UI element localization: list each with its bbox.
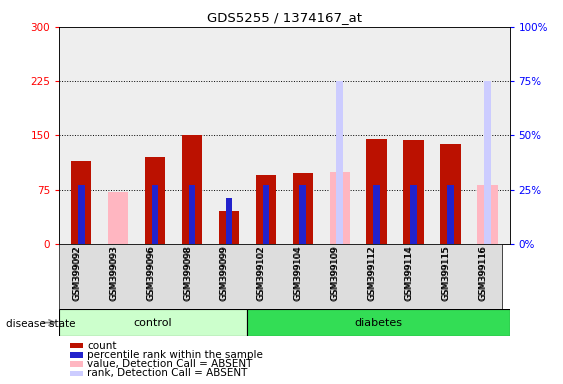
Bar	[182, 136, 202, 244]
Text: GSM399099: GSM399099	[220, 245, 229, 300]
Text: GSM399112: GSM399112	[368, 246, 377, 301]
Bar	[293, 173, 313, 244]
Bar	[262, 185, 269, 244]
Text: GSM399104: GSM399104	[294, 246, 303, 301]
Text: GSM399096: GSM399096	[146, 246, 155, 301]
Text: GSM399115: GSM399115	[441, 246, 450, 301]
Bar	[367, 139, 387, 244]
Text: GSM399115: GSM399115	[441, 245, 450, 300]
Text: control: control	[133, 318, 172, 328]
Text: count: count	[87, 341, 117, 351]
Bar	[59, 309, 247, 336]
Bar	[71, 161, 91, 244]
Text: GSM399092: GSM399092	[72, 246, 81, 301]
Bar	[189, 185, 195, 244]
Text: GSM399114: GSM399114	[405, 246, 414, 301]
Bar	[145, 157, 166, 244]
Bar	[403, 141, 424, 244]
Bar	[300, 185, 306, 244]
Bar	[247, 309, 510, 336]
Text: GSM399109: GSM399109	[330, 246, 339, 301]
Text: GSM399114: GSM399114	[405, 245, 414, 300]
Text: GSM399098: GSM399098	[183, 245, 192, 300]
Text: GSM399102: GSM399102	[257, 246, 266, 301]
Bar	[329, 172, 350, 244]
Text: value, Detection Call = ABSENT: value, Detection Call = ABSENT	[87, 359, 253, 369]
Bar	[410, 185, 417, 244]
Text: disease state: disease state	[6, 319, 75, 329]
Text: GSM399112: GSM399112	[368, 245, 377, 300]
Bar	[336, 81, 343, 244]
Bar	[440, 144, 461, 244]
Text: GSM399093: GSM399093	[109, 245, 118, 300]
Bar	[108, 192, 128, 244]
Bar	[152, 185, 158, 244]
Text: GSM399099: GSM399099	[220, 246, 229, 301]
Bar	[484, 81, 491, 244]
Text: GSM399096: GSM399096	[146, 245, 155, 300]
Text: GSM399104: GSM399104	[294, 245, 303, 300]
Bar	[256, 175, 276, 244]
Text: GSM399093: GSM399093	[109, 246, 118, 301]
Text: diabetes: diabetes	[354, 318, 402, 328]
Bar	[477, 185, 498, 244]
Text: GSM399116: GSM399116	[479, 246, 488, 301]
Bar	[373, 185, 380, 244]
Text: GSM399109: GSM399109	[330, 245, 339, 300]
Bar	[447, 185, 454, 244]
Bar	[219, 211, 239, 244]
Text: GSM399098: GSM399098	[183, 246, 192, 301]
Bar	[226, 198, 233, 244]
Text: GSM399102: GSM399102	[257, 245, 266, 300]
Text: GSM399092: GSM399092	[72, 245, 81, 300]
Text: rank, Detection Call = ABSENT: rank, Detection Call = ABSENT	[87, 368, 248, 378]
Bar	[78, 185, 84, 244]
Title: GDS5255 / 1374167_at: GDS5255 / 1374167_at	[207, 11, 362, 24]
Text: percentile rank within the sample: percentile rank within the sample	[87, 350, 263, 360]
Text: GSM399116: GSM399116	[479, 245, 488, 300]
